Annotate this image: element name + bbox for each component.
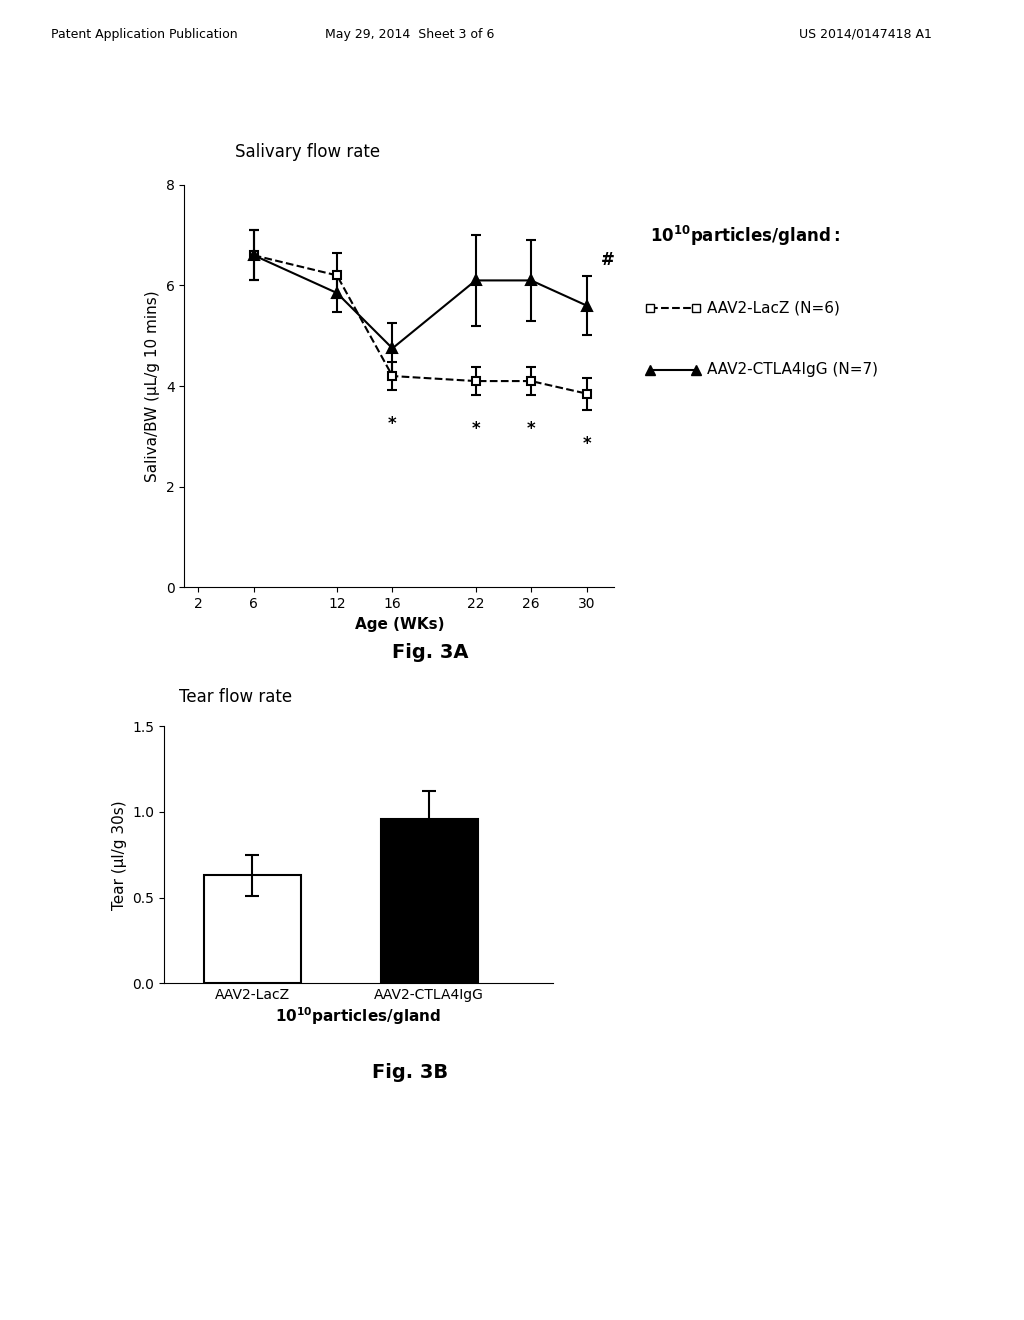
Text: AAV2-LacZ (N=6): AAV2-LacZ (N=6) [707, 300, 840, 315]
X-axis label: Age (WKs): Age (WKs) [354, 616, 444, 632]
Text: May 29, 2014  Sheet 3 of 6: May 29, 2014 Sheet 3 of 6 [325, 28, 495, 41]
X-axis label: $\mathbf{10^{10}}$$\mathbf{particles/gland}$: $\mathbf{10^{10}}$$\mathbf{particles/gla… [275, 1005, 441, 1027]
Text: Fig. 3A: Fig. 3A [392, 643, 468, 661]
Text: Patent Application Publication: Patent Application Publication [51, 28, 238, 41]
Text: Tear flow rate: Tear flow rate [179, 688, 292, 706]
Text: *: * [388, 416, 396, 433]
Text: $\mathbf{10^{10}}$$\mathbf{particles/gland:}$: $\mathbf{10^{10}}$$\mathbf{particles/gla… [650, 224, 841, 248]
Text: AAV2-CTLA4IgG (N=7): AAV2-CTLA4IgG (N=7) [707, 362, 878, 378]
Text: #: # [600, 251, 614, 269]
Text: *: * [583, 434, 591, 453]
Text: Salivary flow rate: Salivary flow rate [234, 143, 380, 161]
Text: *: * [471, 420, 480, 438]
Bar [204, 875, 301, 983]
Text: Fig. 3B: Fig. 3B [372, 1063, 447, 1081]
Y-axis label: Tear (μl/g 30s): Tear (μl/g 30s) [112, 800, 127, 909]
Y-axis label: Saliva/BW (μL/g 10 mins): Saliva/BW (μL/g 10 mins) [145, 290, 160, 482]
Bar [381, 818, 478, 983]
Text: *: * [526, 420, 536, 438]
Text: US 2014/0147418 A1: US 2014/0147418 A1 [799, 28, 932, 41]
